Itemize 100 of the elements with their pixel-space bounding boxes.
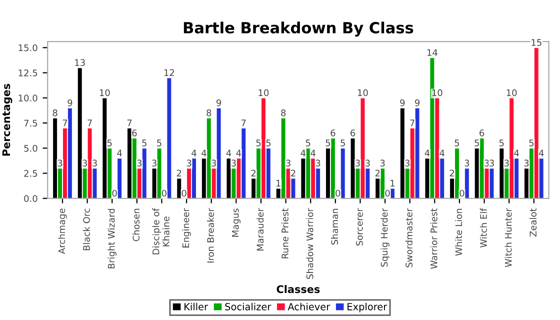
data-label: 3: [380, 160, 385, 166]
data-label: 6: [350, 130, 356, 136]
data-label: 4: [538, 150, 544, 156]
data-label: 2: [176, 170, 182, 176]
x-tick-label: Witch Elf: [480, 208, 487, 248]
data-label: 4: [201, 150, 206, 156]
data-label: 6: [480, 130, 484, 136]
data-label: 3: [405, 160, 410, 166]
x-tick-label: Shaman: [331, 208, 338, 245]
y-tick-label: 10.0: [18, 94, 38, 102]
bar: [177, 178, 182, 198]
data-label: 8: [206, 109, 212, 116]
bar: [78, 68, 82, 198]
legend-label: Killer: [184, 302, 208, 310]
y-tick-label: 5.0: [24, 144, 38, 152]
data-label: 10: [100, 89, 110, 96]
data-label: 4: [310, 150, 316, 156]
data-label: 3: [137, 160, 142, 166]
data-label: 3: [82, 160, 87, 166]
bar: [192, 158, 196, 198]
x-tick-label: Sorcerer: [356, 208, 363, 246]
data-label: 5: [326, 140, 330, 146]
data-label: 3: [464, 160, 470, 166]
data-label: 0: [460, 190, 464, 197]
bar: [216, 108, 221, 198]
data-label: 14: [427, 49, 438, 56]
bar: [455, 148, 459, 198]
y-tick-label: 2.5: [24, 170, 38, 177]
x-tick-label: Shadow Warrior: [306, 208, 314, 279]
bar: [68, 108, 72, 198]
bar: [261, 98, 266, 198]
bar: [142, 148, 146, 198]
data-label: 4: [117, 150, 122, 156]
bar: [464, 168, 469, 198]
y-tick-label: 0.0: [24, 195, 38, 202]
x-tick-label: Witch Hunter: [504, 208, 512, 268]
data-label: 7: [62, 120, 68, 126]
data-label: 10: [358, 89, 368, 96]
data-label: 3: [58, 160, 62, 166]
data-label: 9: [400, 99, 405, 106]
data-label: 6: [132, 130, 137, 136]
data-label: 0: [182, 190, 186, 197]
legend-label: Explorer: [348, 302, 388, 312]
data-label: 2: [291, 170, 296, 176]
bar: [53, 118, 58, 198]
data-label: 7: [241, 120, 246, 126]
x-axis-title: Classes: [276, 285, 320, 294]
bar: [242, 128, 246, 198]
bar: [102, 98, 107, 198]
x-tick-label: Disciple of Khaine: [152, 208, 170, 254]
x-tick-label: Archmage: [58, 208, 67, 254]
data-label: 0: [162, 190, 166, 197]
bar: [306, 148, 310, 198]
data-label: 12: [164, 69, 174, 76]
x-tick-label: Warrior Priest: [430, 208, 438, 269]
data-label: 3: [365, 160, 370, 166]
data-label: 5: [256, 140, 261, 146]
data-label: 9: [216, 99, 222, 106]
data-label: 2: [251, 170, 256, 176]
data-label: 2: [450, 170, 454, 176]
x-tick-label: White Lion: [455, 208, 462, 256]
bar: [281, 118, 286, 198]
data-label: 0: [385, 190, 390, 197]
bar: [330, 138, 335, 198]
data-label: 9: [68, 99, 72, 106]
data-label: 4: [192, 150, 196, 156]
data-label: 3: [316, 160, 320, 166]
data-label: 1: [276, 180, 280, 186]
y-tick-label: 15.0: [18, 44, 38, 52]
data-label: 3: [504, 160, 509, 166]
data-label: 3: [490, 160, 494, 166]
data-label: 10: [506, 89, 517, 96]
data-label: 4: [236, 150, 242, 156]
legend-label: Achiever: [288, 302, 330, 310]
y-tick-label: 12.5: [18, 69, 38, 76]
data-label: 3: [286, 160, 290, 166]
data-label: 5: [266, 140, 271, 146]
data-label: 1: [390, 180, 395, 186]
data-label: 3: [232, 160, 236, 166]
data-label: 3: [484, 160, 489, 166]
data-label: 3: [186, 160, 192, 166]
bar: [500, 148, 504, 198]
y-axis-title: Percentages: [2, 84, 12, 156]
bar: [127, 128, 132, 198]
bar: [88, 128, 92, 198]
data-label: 6: [330, 130, 336, 136]
x-tick-label: Black Orc: [82, 208, 90, 250]
data-label: 3: [92, 160, 97, 166]
data-label: 5: [107, 140, 112, 146]
data-label: 13: [75, 59, 85, 66]
data-label: 10: [258, 89, 269, 96]
bar: [510, 98, 514, 198]
data-label: 3: [356, 160, 360, 166]
x-tick-label: Chosen: [132, 208, 140, 242]
data-label: 4: [300, 150, 306, 156]
data-label: 2: [375, 170, 380, 176]
data-label: 3: [524, 160, 529, 166]
data-label: 4: [424, 150, 430, 156]
data-label: 0: [112, 190, 117, 197]
x-tick-label: Magus: [232, 208, 241, 237]
